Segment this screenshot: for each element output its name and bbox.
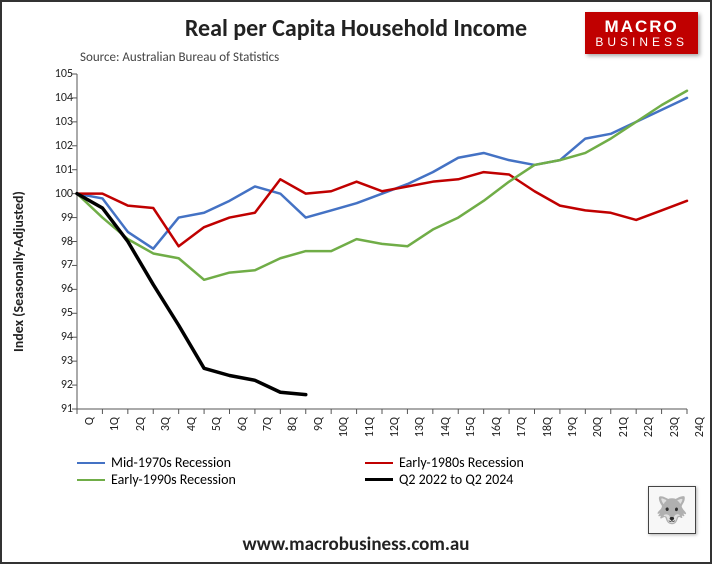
legend-swatch: [365, 462, 393, 464]
y-tick-label: 105: [43, 67, 73, 81]
y-tick-label: 96: [43, 282, 73, 296]
legend-label: Early-1980s Recession: [399, 454, 524, 471]
legend-swatch: [77, 462, 105, 464]
x-tick-label: 24Q: [693, 417, 707, 467]
line-chart: [77, 74, 687, 409]
y-tick-label: 97: [43, 258, 73, 272]
series-line: [77, 172, 687, 246]
y-axis-label: Index (Seasonally-Adjusted): [10, 191, 27, 352]
y-tick-label: 103: [43, 115, 73, 129]
macrobusiness-logo: MACRO BUSINESS: [585, 12, 698, 54]
wolf-icon: 🐺: [648, 486, 696, 534]
legend-item: Early-1990s Recession: [77, 471, 337, 488]
y-tick-label: 99: [43, 211, 73, 225]
y-tick-label: 102: [43, 139, 73, 153]
legend-swatch: [77, 479, 105, 481]
legend-label: Early-1990s Recession: [111, 471, 236, 488]
y-tick-label: 94: [43, 330, 73, 344]
y-tick-label: 104: [43, 91, 73, 105]
logo-top-text: MACRO: [595, 18, 688, 36]
legend-swatch: [365, 478, 393, 481]
y-tick-label: 98: [43, 235, 73, 249]
y-tick-label: 93: [43, 354, 73, 368]
logo-bottom-text: BUSINESS: [595, 36, 688, 49]
y-tick-label: 100: [43, 187, 73, 201]
y-tick-label: 92: [43, 378, 73, 392]
x-tick-label: 23Q: [668, 417, 682, 467]
website-url: www.macrobusiness.com.au: [2, 533, 710, 556]
chart-source: Source: Australian Bureau of Statistics: [80, 50, 279, 65]
legend-label: Q2 2022 to Q2 2024: [399, 471, 513, 488]
legend-item: Mid-1970s Recession: [77, 454, 337, 471]
y-tick-label: 95: [43, 306, 73, 320]
y-tick-label: 101: [43, 163, 73, 177]
chart-card: Real per Capita Household Income Source:…: [0, 0, 712, 564]
series-line: [77, 98, 687, 249]
wolf-glyph: 🐺: [656, 494, 688, 526]
legend-item: Early-1980s Recession: [365, 454, 625, 471]
legend-item: Q2 2022 to Q2 2024: [365, 471, 625, 488]
chart-legend: Mid-1970s Recession Early-1980s Recession…: [77, 454, 650, 488]
series-line: [77, 91, 687, 280]
legend-label: Mid-1970s Recession: [111, 454, 231, 471]
y-tick-label: 91: [43, 402, 73, 416]
